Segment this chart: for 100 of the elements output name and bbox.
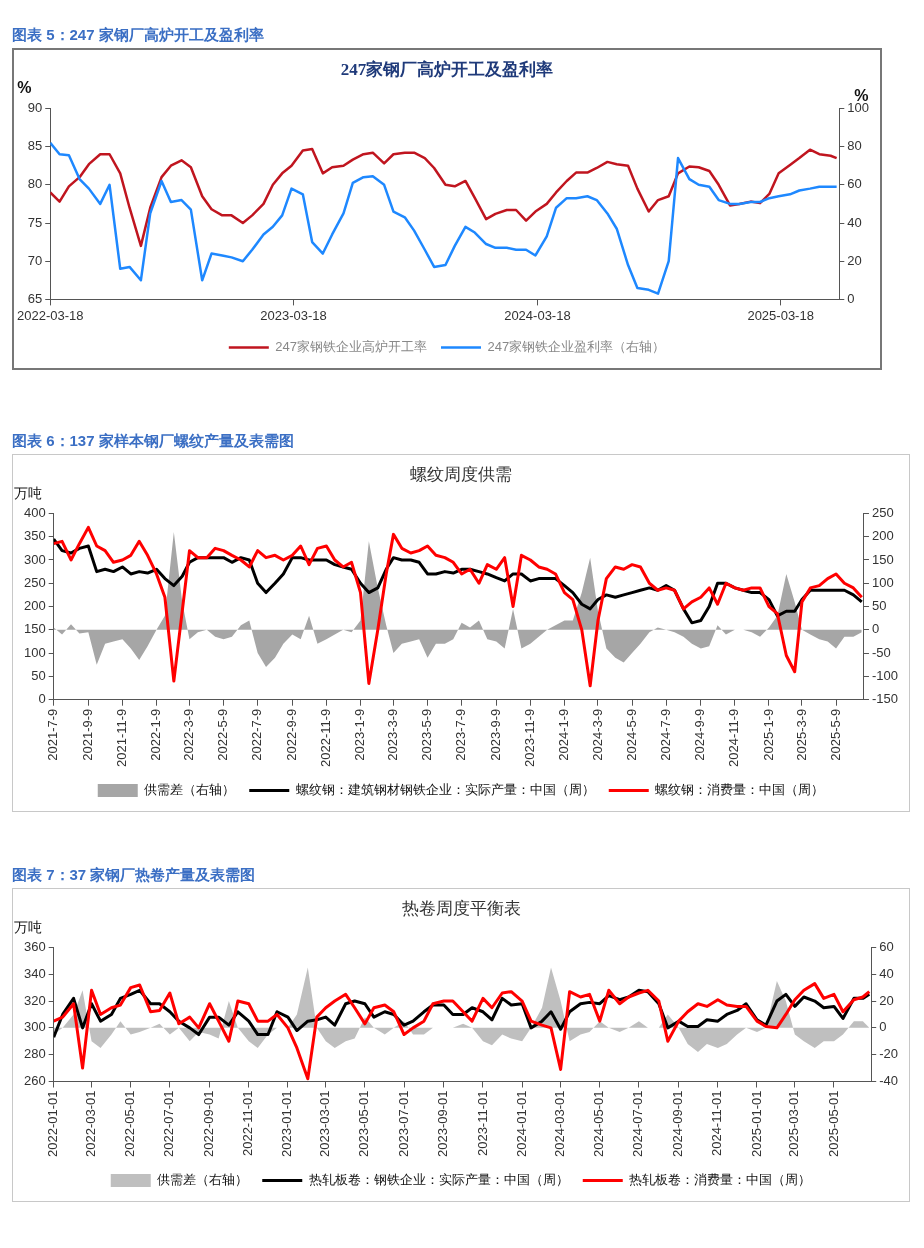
legend-label: 热轧板卷：消费量：中国（周） — [629, 1172, 812, 1188]
x-tick-label: 2025-03-18 — [747, 307, 814, 323]
legend-label: 螺纹钢：消费量：中国（周） — [655, 782, 825, 798]
text: 图表 5：247 家钢厂高炉开工及盈利率 — [12, 25, 265, 45]
x-tick-label: 2023-11-9 — [521, 708, 537, 768]
x-tick-label: 2024-7-9 — [657, 708, 673, 761]
y-tick-label: 350 — [23, 528, 46, 544]
x-tick-label: 2022-09-01 — [201, 1090, 217, 1157]
x-tick-label: 2023-09-01 — [435, 1090, 451, 1157]
x-tick-label: 2021-9-9 — [79, 708, 95, 761]
y-tick-label: 0 — [38, 691, 46, 707]
y2-tick-label: 0 — [871, 621, 880, 637]
chart-title: 247家钢厂高炉开工及盈利率 — [340, 59, 554, 79]
x-tick-label: 2024-03-01 — [552, 1090, 568, 1157]
x-tick-label: 2024-03-18 — [504, 307, 571, 323]
y-tick-label: 260 — [23, 1073, 46, 1089]
y2-tick-label: 50 — [871, 598, 887, 614]
y2-tick-label: -100 — [871, 667, 899, 683]
legend-label: 供需差（右轴） — [144, 782, 236, 798]
x-tick-label: 2023-5-9 — [419, 708, 435, 761]
x-tick-label: 2022-03-18 — [17, 307, 84, 323]
x-tick-label: 2024-09-01 — [670, 1090, 686, 1157]
y2-tick-label: -150 — [871, 691, 899, 707]
y-tick-label: 280 — [23, 1046, 46, 1062]
y-tick-label: 400 — [23, 504, 46, 520]
x-tick-label: 2021-11-9 — [114, 708, 129, 768]
x-tick-label: 2022-05-01 — [122, 1090, 138, 1157]
y2-tick-label: 150 — [871, 551, 894, 567]
y-tick-label: 300 — [23, 1019, 46, 1035]
y2-tick-label: 200 — [871, 528, 894, 544]
chart-title: 螺纹周度供需 — [410, 464, 512, 484]
y2-tick-label: 60 — [879, 938, 894, 954]
y2-tick-label: 100 — [871, 574, 894, 590]
legend-label: 热轧板卷：钢铁企业：实际产量：中国（周） — [308, 1172, 569, 1188]
x-tick-label: 2024-9-9 — [692, 708, 708, 761]
x-tick-label: 2022-5-9 — [215, 708, 231, 761]
x-tick-label: 2024-01-01 — [513, 1090, 529, 1157]
x-tick-label: 2022-01-01 — [45, 1090, 61, 1157]
y-tick-label: 100 — [23, 644, 46, 660]
x-tick-label: 2024-07-01 — [630, 1090, 646, 1157]
y-axis-title: 万吨 — [13, 485, 42, 502]
y-axis-title: % — [17, 78, 32, 96]
y2-tick-label: 20 — [847, 252, 862, 268]
x-tick-label: 2025-03-01 — [786, 1090, 802, 1157]
y2-tick-label: 80 — [847, 138, 862, 154]
y-tick-label: 200 — [23, 598, 46, 614]
x-tick-label: 2022-7-9 — [249, 708, 265, 761]
x-tick-label: 2021-7-9 — [45, 708, 61, 761]
y-tick-label: 70 — [27, 252, 43, 268]
x-tick-label: 2024-1-9 — [556, 708, 572, 761]
y2-tick-label: 40 — [879, 965, 894, 981]
x-tick-label: 2022-3-9 — [181, 708, 197, 761]
x-tick-label: 2024-11-01 — [709, 1090, 725, 1157]
x-tick-label: 2024-5-9 — [623, 708, 639, 761]
y-tick-label: 250 — [23, 574, 46, 590]
x-tick-label: 2022-11-9 — [317, 708, 333, 768]
x-tick-label: 2025-3-9 — [793, 708, 809, 761]
y-axis-title: 万吨 — [13, 919, 42, 936]
legend-label: 247家钢铁企业高炉开工率 — [275, 339, 428, 355]
x-tick-label: 2023-9-9 — [487, 708, 503, 761]
x-tick-label: 2023-11-01 — [474, 1090, 490, 1157]
y2-tick-label: 0 — [847, 290, 855, 306]
x-tick-label: 2023-1-9 — [352, 708, 368, 761]
y2-tick-label: 250 — [871, 504, 894, 520]
y2-tick-label: -20 — [879, 1046, 899, 1062]
y2-tick-label: 40 — [847, 214, 862, 230]
y-tick-label: 150 — [23, 621, 46, 637]
x-tick-label: 2022-11-01 — [240, 1090, 256, 1157]
legend-label: 247家钢铁企业盈利率（右轴） — [487, 339, 666, 355]
y-tick-label: 300 — [23, 551, 46, 567]
x-tick-label: 2022-07-01 — [161, 1090, 177, 1157]
chart-title: 热卷周度平衡表 — [401, 898, 521, 918]
legend-label: 螺纹钢：建筑钢材钢铁企业：实际产量：中国（周） — [295, 782, 595, 798]
y-tick-label: 340 — [23, 965, 46, 981]
x-tick-label: 2023-05-01 — [356, 1090, 372, 1157]
x-tick-label: 2025-5-9 — [827, 708, 843, 761]
y2-tick-label: 0 — [879, 1019, 887, 1035]
y-tick-label: 85 — [27, 138, 43, 154]
y-tick-label: 320 — [23, 992, 46, 1008]
x-tick-label: 2024-05-01 — [591, 1090, 607, 1157]
x-tick-label: 2023-07-01 — [395, 1090, 411, 1157]
x-tick-label: 2023-01-01 — [279, 1090, 295, 1157]
x-tick-label: 2022-9-9 — [283, 708, 299, 761]
x-tick-label: 2025-01-01 — [748, 1090, 764, 1157]
x-tick-label: 2023-7-9 — [453, 708, 469, 761]
x-tick-label: 2024-11-9 — [726, 708, 742, 768]
y2-tick-label: -40 — [879, 1073, 899, 1089]
text: 图表 6：137 家样本钢厂螺纹产量及表需图 — [12, 431, 295, 451]
legend-label: 供需差（右轴） — [157, 1172, 249, 1188]
y2-tick-label: -50 — [871, 644, 891, 660]
x-tick-label: 2022-03-01 — [83, 1090, 99, 1157]
y2-axis-title: % — [854, 86, 869, 104]
x-tick-label: 2022-1-9 — [148, 708, 164, 761]
x-tick-label: 2025-1-9 — [760, 708, 776, 761]
y2-tick-label: 60 — [847, 176, 862, 192]
y-tick-label: 90 — [27, 99, 43, 115]
y-tick-label: 50 — [31, 667, 46, 683]
x-tick-label: 2023-3-9 — [385, 708, 401, 761]
x-tick-label: 2023-03-18 — [260, 307, 327, 323]
y-tick-label: 80 — [27, 176, 43, 192]
